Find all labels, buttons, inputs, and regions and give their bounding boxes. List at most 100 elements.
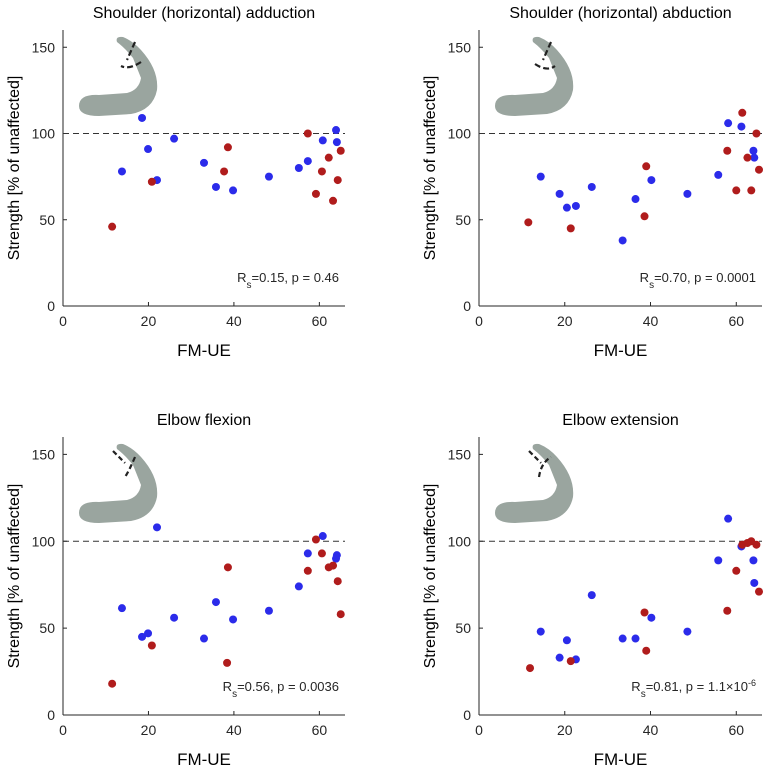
data-point <box>324 153 333 162</box>
data-point <box>524 218 533 227</box>
data-point <box>714 170 723 179</box>
data-point <box>329 196 338 205</box>
y-tick-label: 150 <box>32 446 56 462</box>
x-tick-label: 60 <box>312 313 328 329</box>
data-point <box>332 551 341 560</box>
data-point <box>117 604 126 613</box>
data-point <box>631 634 640 643</box>
x-axis-label: FM-UE <box>177 341 231 360</box>
data-point <box>743 153 752 162</box>
data-point <box>732 566 741 575</box>
y-tick-label: 50 <box>39 620 55 636</box>
annotation: Rs=0.56, p = 0.0036 <box>223 679 339 700</box>
arm-icon <box>79 36 158 116</box>
data-point <box>754 587 763 596</box>
annotation-part: R <box>631 679 640 694</box>
arrow-path <box>120 41 142 69</box>
data-point <box>329 561 338 570</box>
data-point <box>723 146 732 155</box>
arm-shape <box>79 443 158 523</box>
data-point <box>555 653 564 662</box>
annotation-part: s <box>649 280 654 291</box>
arrow-path <box>534 41 556 70</box>
data-point <box>555 189 564 198</box>
motion-arrow <box>112 450 137 478</box>
data-point <box>294 164 303 172</box>
data-point <box>170 613 179 622</box>
data-point <box>264 606 273 615</box>
data-point <box>303 129 312 138</box>
data-point <box>264 172 273 181</box>
y-tick-label: 50 <box>455 212 471 228</box>
data-point <box>317 167 326 176</box>
panel: Shoulder (horizontal) abduction FM-UE Stre… <box>422 5 763 360</box>
data-point <box>223 143 232 152</box>
data-point <box>317 549 326 558</box>
data-point <box>336 610 345 619</box>
data-point <box>147 177 156 186</box>
annotation-part: =0.81, p = 1.1×10 <box>646 679 748 694</box>
x-tick-label: 20 <box>557 722 573 738</box>
data-point <box>562 203 571 212</box>
data-point <box>223 658 232 667</box>
y-tick-label: 100 <box>32 126 56 142</box>
data-point <box>200 158 208 167</box>
annotation-part: s <box>641 689 646 700</box>
data-point <box>318 136 327 145</box>
data-point <box>153 523 161 532</box>
annotation-part: -6 <box>748 678 756 688</box>
data-point <box>566 657 575 666</box>
data-point <box>566 224 575 233</box>
data-point <box>647 613 656 622</box>
x-tick-label: 0 <box>475 722 483 738</box>
data-point <box>294 582 303 591</box>
data-point <box>332 138 341 147</box>
data-point <box>536 627 545 636</box>
data-point <box>147 641 156 650</box>
annotation: Rs=0.15, p = 0.46 <box>237 270 339 291</box>
y-tick-label: 100 <box>448 533 472 549</box>
data-point <box>117 167 126 176</box>
y-axis-label: Strength [% of unaffected] <box>422 76 439 261</box>
panel: Shoulder (horizontal) adduction FM-UE Stre… <box>6 5 345 360</box>
data-point <box>587 591 596 600</box>
x-tick-label: 60 <box>728 313 744 329</box>
data-point <box>333 577 342 586</box>
data-point <box>200 634 208 643</box>
chart-title: Shoulder (horizontal) abduction <box>509 5 731 22</box>
annotation-part: =0.70, p = 0.0001 <box>654 270 756 285</box>
data-point <box>229 186 238 195</box>
data-point <box>750 153 759 162</box>
data-point <box>303 157 312 166</box>
arm-shape <box>495 36 574 116</box>
data-point <box>138 632 147 641</box>
data-point <box>618 634 627 643</box>
chart-title: Shoulder (horizontal) adduction <box>93 5 315 22</box>
x-tick-label: 40 <box>643 313 659 329</box>
y-axis-label: Strength [% of unaffected] <box>6 76 23 261</box>
motion-arrow <box>120 41 142 69</box>
y-axis-label: Strength [% of unaffected] <box>422 484 439 669</box>
x-tick-label: 40 <box>226 722 242 738</box>
arrow-path <box>528 450 552 478</box>
annotation-part: s <box>232 689 237 700</box>
data-point <box>562 636 571 645</box>
data-point <box>714 556 723 565</box>
data-point <box>108 679 117 688</box>
data-point <box>738 108 747 117</box>
data-point <box>642 162 651 171</box>
y-tick-label: 150 <box>448 39 472 55</box>
data-point <box>526 664 535 673</box>
y-tick-label: 0 <box>47 298 55 314</box>
x-axis-label: FM-UE <box>594 341 648 360</box>
data-point <box>311 535 320 544</box>
annotation: Rs=0.70, p = 0.0001 <box>640 270 756 291</box>
annotation-part: R <box>640 270 649 285</box>
data-point <box>333 176 342 185</box>
data-point <box>723 606 732 615</box>
x-tick-label: 0 <box>59 313 67 329</box>
data-point <box>749 146 758 155</box>
data-point <box>144 629 153 638</box>
y-tick-label: 100 <box>448 126 472 142</box>
